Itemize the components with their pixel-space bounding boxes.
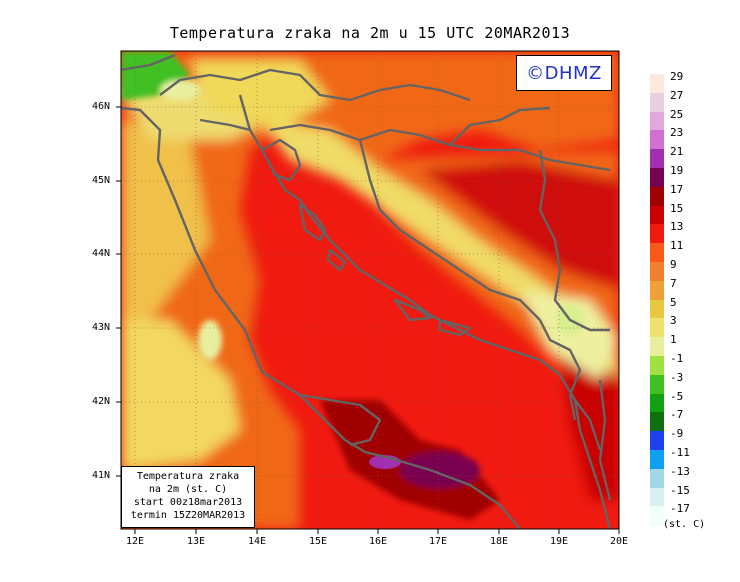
legend-swatch	[650, 130, 664, 150]
legend-label: -17	[670, 502, 690, 516]
map-title: Temperatura zraka na 2m u 15 UTC 20MAR20…	[169, 24, 571, 42]
info-line-3: start 00z18mar2013	[133, 497, 243, 508]
legend-swatch	[650, 224, 664, 244]
lon-label: 15E	[308, 536, 328, 547]
legend-swatch	[650, 186, 664, 207]
legend-label: -13	[670, 464, 690, 478]
info-line-2: na 2m (st. C)	[148, 484, 228, 495]
legend-swatch	[650, 262, 664, 282]
legend-swatch	[650, 412, 664, 432]
legend-label: 19	[670, 164, 684, 177]
legend-label: 1	[670, 333, 677, 347]
legend-swatch	[650, 393, 664, 413]
legend-swatch	[650, 299, 664, 319]
legend-label: 3	[670, 314, 677, 328]
coastlines	[121, 53, 612, 529]
lat-label: 45N	[92, 175, 111, 186]
lon-label: 19E	[549, 536, 569, 547]
lon-label: 17E	[428, 536, 448, 547]
legend-label: 29	[670, 70, 684, 83]
info-line-1: Temperatura zraka	[136, 471, 240, 482]
lon-label: 16E	[368, 536, 388, 547]
legend-label: -9	[670, 427, 684, 441]
legend-swatch	[650, 337, 664, 357]
lon-label: 14E	[247, 536, 267, 547]
legend-units: (st. C)	[663, 519, 706, 530]
legend-label: -11	[670, 446, 690, 459]
legend-label: -7	[670, 408, 684, 422]
lat-label: 43N	[92, 322, 111, 333]
legend-swatch	[650, 468, 664, 489]
map-frame	[120, 50, 620, 530]
info-line-4: termin 15Z20MAR2013	[130, 510, 246, 521]
legend-swatch	[650, 92, 664, 113]
lat-label: 46N	[92, 101, 111, 112]
legend-label: -5	[670, 389, 684, 403]
lon-label: 13E	[186, 536, 206, 547]
lon-label: 20E	[609, 536, 629, 547]
legend-label: 23	[670, 126, 684, 140]
legend-swatch	[650, 168, 664, 188]
legend-label: -15	[670, 483, 690, 497]
legend-label: 27	[670, 88, 684, 102]
legend-label: 13	[670, 220, 684, 234]
legend-swatch	[650, 374, 664, 395]
legend-label: 25	[670, 107, 684, 121]
legend-label: 15	[670, 201, 684, 215]
info-box: Temperatura zraka na 2m (st. C) start 00…	[121, 466, 255, 528]
legend-label: -1	[670, 352, 684, 365]
lat-label: 41N	[92, 470, 111, 481]
legend-label: 5	[670, 295, 677, 309]
legend-swatch	[650, 280, 664, 301]
legend-swatch	[650, 431, 664, 451]
legend-swatch	[650, 205, 664, 225]
legend-swatch	[650, 506, 664, 526]
legend-swatch	[650, 356, 664, 376]
legend-label: 21	[670, 145, 684, 159]
legend-swatch	[650, 243, 664, 263]
legend-label: 7	[670, 276, 677, 290]
legend-swatch	[650, 149, 664, 169]
legend-label: 11	[670, 239, 684, 253]
legend-label: 17	[670, 182, 684, 196]
legend-swatch	[650, 111, 664, 131]
copyright-badge: ©DHMZ	[516, 55, 612, 91]
legend-swatch	[650, 74, 664, 94]
legend-swatch	[650, 487, 664, 507]
lon-label: 18E	[489, 536, 509, 547]
lon-label: 12E	[125, 536, 145, 547]
legend-swatch	[650, 450, 664, 470]
legend-label: -3	[670, 370, 684, 384]
lat-label: 42N	[92, 396, 111, 407]
lat-label: 44N	[92, 248, 111, 259]
legend-label: 9	[670, 258, 677, 271]
legend-swatch	[650, 318, 664, 338]
